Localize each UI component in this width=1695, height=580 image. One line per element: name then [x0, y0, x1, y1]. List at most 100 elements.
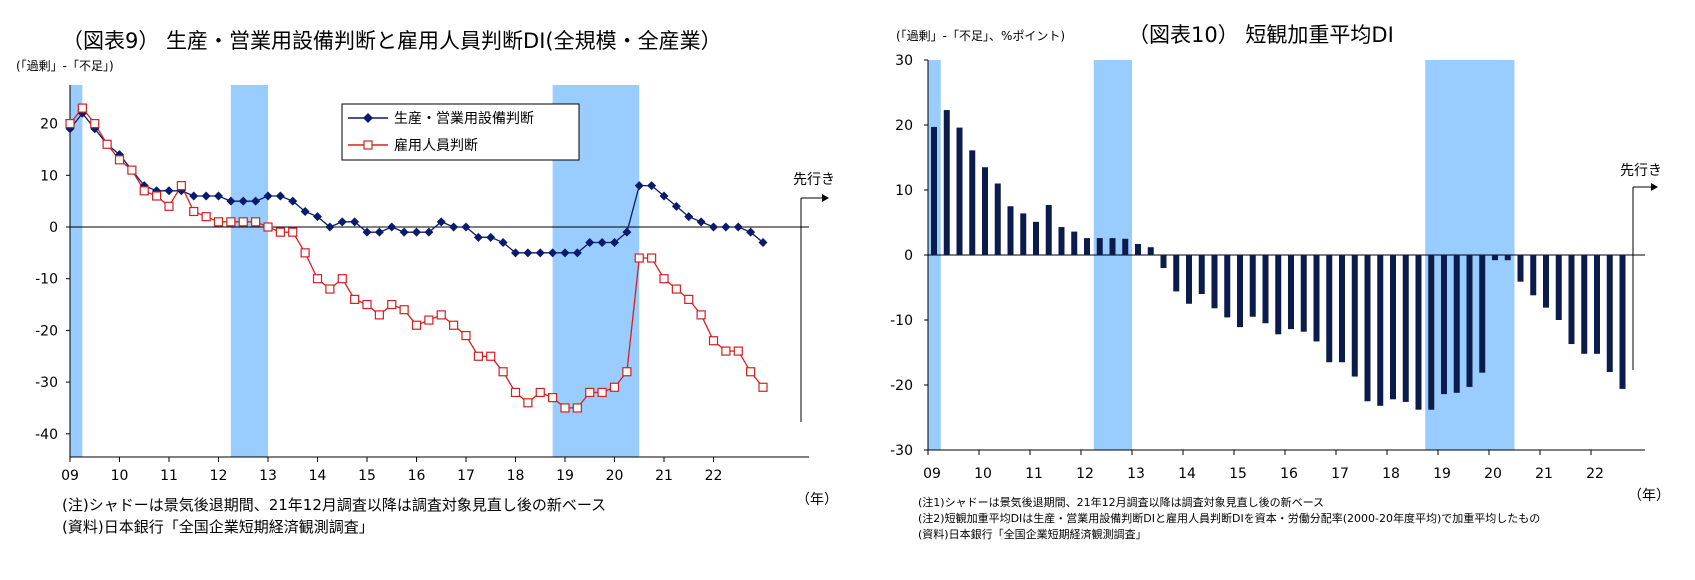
data-point-employment — [684, 294, 694, 304]
chart1-unit-label: (「過剰」-「不足」) — [16, 59, 114, 73]
x-tick-label: 17 — [1331, 466, 1349, 482]
data-point-equipment — [288, 196, 298, 206]
bar — [1568, 255, 1575, 345]
bar — [1300, 255, 1307, 332]
bar — [1466, 255, 1473, 387]
data-point-employment — [226, 217, 236, 227]
recession-shade — [70, 85, 83, 457]
data-point-employment — [436, 310, 446, 320]
data-point-employment — [139, 186, 149, 196]
x-tick-label: 11 — [1025, 466, 1043, 482]
bar — [1479, 255, 1486, 373]
chart1-x-ticks: 09 10 11 12 13 14 15 16 17 18 19 20 21 22 — [61, 457, 722, 484]
data-point-equipment — [634, 181, 644, 191]
legend-label-equipment: 生産・営業用設備判断 — [394, 111, 534, 127]
x-tick-label: 09 — [923, 466, 941, 482]
bar — [1045, 204, 1052, 255]
bar — [943, 110, 950, 255]
data-point-equipment — [585, 238, 595, 248]
bar — [969, 150, 976, 255]
bar — [994, 183, 1001, 255]
x-tick-label: 16 — [408, 468, 426, 484]
chart2-note-1: (注1)シャドーは景気後退期間、21年12月調査以降は調査対象見直し後の新ベース — [918, 495, 1324, 509]
data-point-employment — [77, 103, 87, 113]
bar — [1581, 255, 1588, 354]
bar — [1058, 227, 1065, 255]
data-point-equipment — [263, 191, 273, 201]
data-point-equipment — [548, 248, 558, 258]
data-point-equipment — [412, 227, 421, 237]
y-tick-label: -30 — [890, 443, 913, 459]
bar — [1428, 255, 1435, 410]
chart2-bars — [931, 110, 1626, 410]
data-point-employment — [102, 139, 112, 149]
bar — [1339, 255, 1345, 363]
chart-employment-equipment-di: （図表9） 生産・営業用設備判断と雇用人員判断DI(全規模・全産業） (「過剰」… — [16, 29, 838, 536]
bar — [1084, 238, 1090, 255]
data-point-employment — [65, 118, 75, 129]
data-point-employment — [659, 274, 669, 284]
data-point-equipment — [362, 227, 372, 237]
x-tick-label: 14 — [309, 468, 327, 484]
x-tick-label: 19 — [1433, 466, 1451, 482]
chart1-forecast-arrowhead — [822, 194, 829, 202]
x-tick-label: 14 — [1178, 466, 1196, 482]
data-point-equipment — [424, 227, 434, 237]
bar — [1364, 255, 1371, 402]
data-point-equipment — [226, 196, 236, 206]
data-point-equipment — [560, 248, 570, 258]
chart2-title: （図表10） 短観加重平均DI — [1128, 23, 1394, 47]
bar — [1173, 255, 1180, 292]
chart1-y-ticks: 20 10 0 -10 -20 -30 -40 — [35, 117, 70, 443]
y-tick-label: 30 — [895, 53, 913, 69]
data-point-employment — [708, 336, 719, 346]
data-point-equipment — [721, 222, 731, 232]
data-point-equipment — [399, 227, 409, 237]
bar — [1071, 231, 1078, 255]
data-point-equipment — [337, 217, 347, 227]
data-point-employment — [597, 387, 607, 398]
bar — [1492, 255, 1498, 261]
data-point-equipment — [164, 186, 174, 196]
bar — [1186, 255, 1192, 304]
bar — [956, 127, 963, 255]
data-point-equipment — [436, 217, 446, 227]
bar — [1007, 206, 1014, 255]
y-tick-label: 10 — [895, 183, 913, 199]
data-point-equipment — [374, 227, 384, 237]
bar — [1351, 255, 1358, 377]
y-tick-label: 0 — [904, 248, 913, 264]
data-point-employment — [362, 299, 372, 310]
data-point-employment — [424, 315, 434, 325]
chart1-legend-box — [341, 103, 580, 161]
chart1-x-unit: （年） — [796, 492, 838, 508]
bar — [1135, 243, 1141, 255]
data-point-equipment — [696, 217, 706, 227]
data-point-equipment — [350, 217, 360, 227]
data-point-equipment — [238, 196, 248, 206]
data-point-employment — [152, 191, 162, 201]
bar — [1517, 255, 1524, 282]
data-point-employment — [535, 387, 545, 398]
data-point-employment — [288, 227, 298, 237]
y-tick-label: -10 — [35, 272, 58, 288]
bar — [1543, 255, 1549, 308]
bar — [1224, 255, 1231, 318]
data-point-employment — [213, 217, 224, 227]
y-tick-label: -30 — [35, 375, 58, 391]
data-point-employment — [461, 330, 471, 341]
x-tick-label: 18 — [1382, 466, 1400, 482]
data-point-equipment — [733, 222, 743, 232]
data-point-employment — [312, 274, 323, 284]
data-point-equipment — [684, 212, 694, 222]
data-point-equipment — [214, 191, 223, 201]
data-point-employment — [201, 212, 211, 222]
bar — [1453, 255, 1460, 393]
data-point-employment — [733, 346, 743, 356]
x-tick-label: 15 — [1229, 466, 1247, 482]
data-point-employment — [114, 155, 125, 165]
data-point-employment — [251, 217, 261, 227]
x-tick-label: 18 — [507, 468, 525, 484]
chart2-forecast-label: 先行き — [1620, 163, 1662, 179]
chart2-forecast-arrowhead — [1651, 183, 1658, 191]
